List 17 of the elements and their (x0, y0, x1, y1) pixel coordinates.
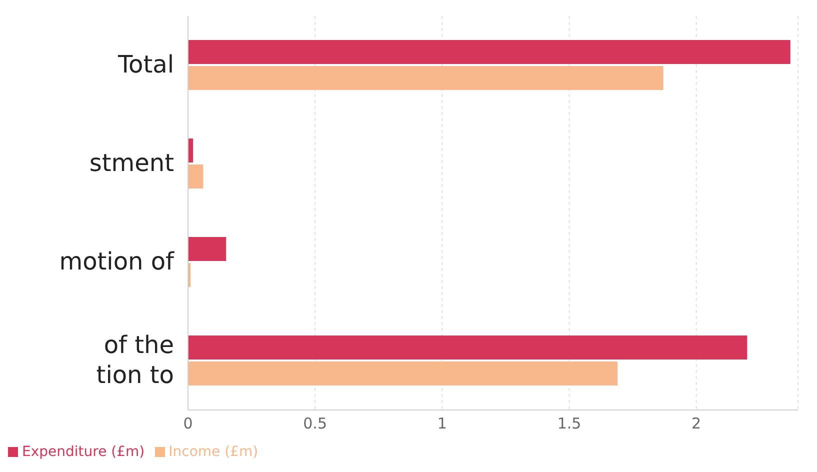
bar (188, 164, 204, 188)
x-tick-label: 0 (183, 414, 193, 433)
y-tick-label: motion of (59, 246, 175, 275)
bar (188, 40, 790, 64)
bar (188, 237, 226, 261)
bar (188, 336, 748, 360)
legend-label: Expenditure (£m) (22, 444, 145, 460)
x-tick-label: 2 (692, 414, 702, 433)
bar (188, 66, 664, 90)
bar (188, 362, 618, 386)
legend-label: Income (£m) (168, 444, 258, 460)
y-tick-label: Total (116, 50, 174, 78)
x-tick-label: 1 (437, 414, 447, 433)
y-tick-label: stment (89, 148, 174, 176)
x-tick-label: 1.5 (557, 414, 582, 433)
y-tick-label: of the tion to (96, 330, 174, 388)
x-tick-label: 0.5 (303, 414, 328, 433)
